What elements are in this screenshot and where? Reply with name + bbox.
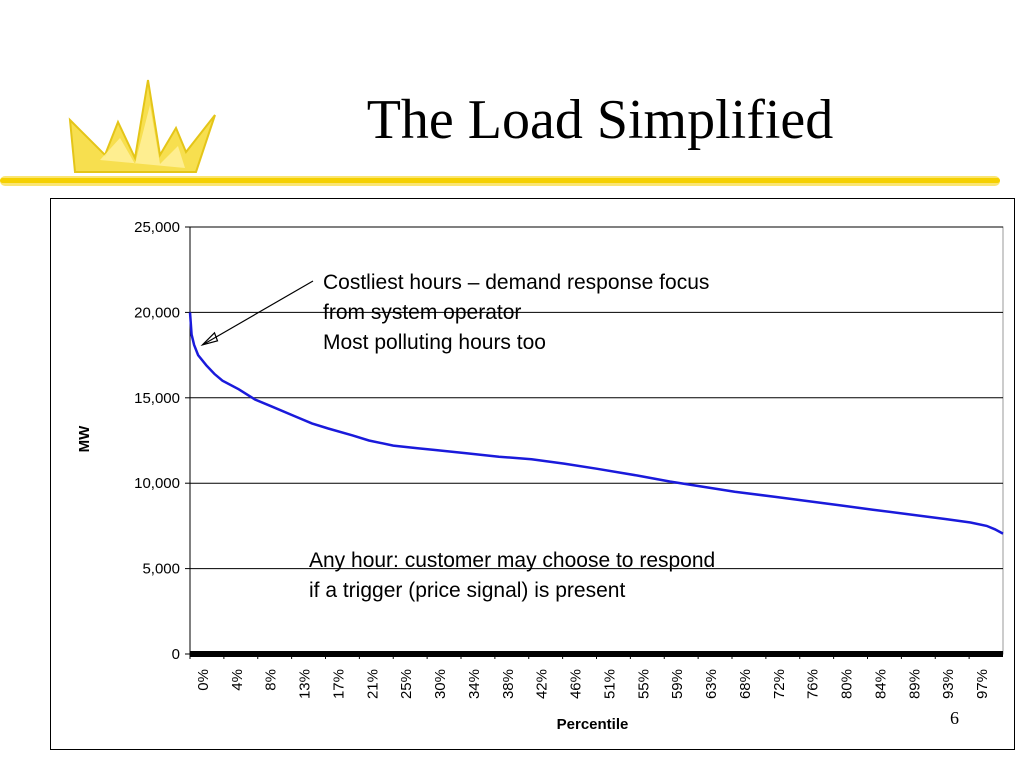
x-tick-label: 0% xyxy=(195,669,212,691)
x-axis-label: Percentile xyxy=(557,716,629,733)
x-tick-label: 13% xyxy=(297,669,314,699)
x-tick-label: 89% xyxy=(906,669,923,699)
y-axis: 0 5,000 10,000 15,000 20,000 25,000 xyxy=(134,219,191,663)
x-tick-label: 4% xyxy=(229,669,246,691)
slide-number: 6 xyxy=(950,708,959,728)
x-tick-label: 68% xyxy=(737,669,754,699)
y-tick-label: 25,000 xyxy=(134,219,180,236)
x-tick-label: 42% xyxy=(534,669,551,699)
x-tick-label: 21% xyxy=(364,669,381,699)
x-tick-label: 72% xyxy=(771,669,788,699)
chart-frame: 0 5,000 10,000 15,000 20,000 25,000 0% 4% 8% 13%… xyxy=(50,198,1015,750)
x-tick-label: 46% xyxy=(568,669,585,699)
annotations: Costliest hours – demand response focus f… xyxy=(200,271,715,602)
load-curve-line xyxy=(188,312,1004,535)
x-tick-label: 97% xyxy=(974,669,991,699)
x-tick-label: 55% xyxy=(635,669,652,699)
x-tick-label: 30% xyxy=(432,669,449,699)
x-axis: 0% 4% 8% 13% 17% 21% 25% 30% 34% 38% 42% 46% 51% 55% 5… xyxy=(189,651,1003,699)
x-tick-label: 59% xyxy=(669,669,686,699)
title-underline xyxy=(0,176,1000,186)
x-tick-label: 17% xyxy=(330,669,347,699)
annotation-line: from system operator xyxy=(323,301,521,324)
y-tick-label: 0 xyxy=(172,646,180,663)
load-duration-chart: 0 5,000 10,000 15,000 20,000 25,000 0% 4% 8% 13%… xyxy=(76,219,1004,733)
x-tick-label: 80% xyxy=(839,669,856,699)
y-axis-label: MW xyxy=(76,425,93,452)
arrowhead-icon xyxy=(200,331,219,347)
y-tick-label: 15,000 xyxy=(134,390,180,407)
annotation-line: Most polluting hours too xyxy=(323,331,546,354)
y-tick-label: 20,000 xyxy=(134,304,180,321)
x-tick-label: 63% xyxy=(703,669,720,699)
annotation-line: if a trigger (price signal) is present xyxy=(309,579,625,602)
y-tick-label: 10,000 xyxy=(134,475,180,492)
annotation-costliest-hours: Costliest hours – demand response focus f… xyxy=(323,271,709,354)
annotation-line: Any hour: customer may choose to respond xyxy=(309,549,715,572)
starburst-logo xyxy=(68,79,216,173)
x-tick-label: 34% xyxy=(466,669,483,699)
annotation-any-hour: Any hour: customer may choose to respond… xyxy=(309,549,715,602)
slide-title: The Load Simplified xyxy=(366,89,834,151)
x-tick-label: 25% xyxy=(398,669,415,699)
x-tick-label: 8% xyxy=(263,669,280,691)
x-tick-label: 93% xyxy=(940,669,957,699)
starburst-inner xyxy=(100,105,185,168)
y-tick-label: 5,000 xyxy=(142,561,180,578)
x-tick-label: 76% xyxy=(805,669,822,699)
annotation-line: Costliest hours – demand response focus xyxy=(323,271,709,294)
x-tick-label: 38% xyxy=(500,669,517,699)
x-tick-label: 84% xyxy=(872,669,889,699)
x-tick-label: 51% xyxy=(601,669,618,699)
annotation-arrow xyxy=(202,280,314,346)
